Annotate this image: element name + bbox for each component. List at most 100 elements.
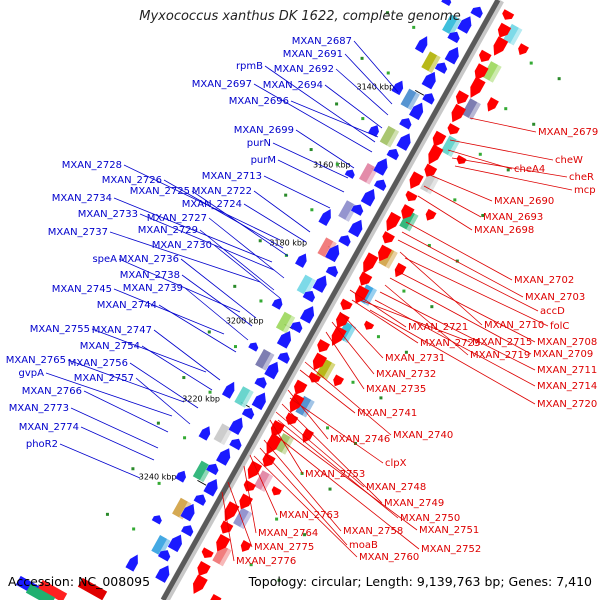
reverse-gene-arrow bbox=[181, 525, 194, 537]
forward-gene-label[interactable]: MXAN_2732 bbox=[376, 369, 436, 380]
reverse-gene-label[interactable]: MXAN_2728 bbox=[62, 160, 122, 171]
reverse-gene-label[interactable]: MXAN_2738 bbox=[120, 270, 180, 281]
reverse-gene-label[interactable]: MXAN_2692 bbox=[274, 64, 334, 75]
forward-gene-label[interactable]: MXAN_2702 bbox=[514, 275, 574, 286]
gene-label-leader bbox=[221, 491, 235, 562]
forward-gene-label[interactable]: accD bbox=[540, 306, 565, 317]
reverse-gene-label[interactable]: speA bbox=[92, 254, 117, 265]
reverse-gene-label[interactable]: MXAN_2727 bbox=[147, 213, 207, 224]
forward-gene-label[interactable]: MXAN_2709 bbox=[533, 349, 593, 360]
gene-label-leader bbox=[263, 175, 331, 209]
forward-gene-label[interactable]: MXAN_2698 bbox=[474, 225, 534, 236]
forward-gene-label[interactable]: MXAN_2723 bbox=[420, 338, 480, 349]
forward-gene-label[interactable]: MXAN_2703 bbox=[525, 292, 585, 303]
feature-marker bbox=[309, 148, 313, 152]
reverse-gene-label[interactable]: MXAN_2713 bbox=[202, 171, 262, 182]
forward-gene-label[interactable]: MXAN_2715 bbox=[472, 337, 532, 348]
feature-marker bbox=[326, 426, 330, 430]
reverse-gene-label[interactable]: MXAN_2747 bbox=[92, 325, 152, 336]
reverse-gene-label[interactable]: MXAN_2724 bbox=[182, 199, 242, 210]
reverse-gene-label[interactable]: MXAN_2730 bbox=[152, 240, 212, 251]
forward-gene-arrow bbox=[474, 63, 489, 80]
forward-gene-label[interactable]: MXAN_2710 bbox=[484, 320, 544, 331]
reverse-gene-arrow bbox=[399, 118, 412, 130]
reverse-gene-label[interactable]: MXAN_2694 bbox=[263, 80, 323, 91]
gene-label-leader bbox=[299, 369, 356, 414]
reverse-gene-label[interactable]: MXAN_2757 bbox=[74, 373, 134, 384]
reverse-gene-label[interactable]: MXAN_2755 bbox=[30, 324, 90, 335]
reverse-gene-label[interactable]: MXAN_2756 bbox=[68, 358, 128, 369]
forward-gene-label[interactable]: MXAN_2763 bbox=[279, 510, 339, 521]
reverse-gene-label[interactable]: MXAN_2734 bbox=[52, 193, 112, 204]
reverse-gene-label[interactable]: MXAN_2739 bbox=[123, 283, 183, 294]
forward-gene-label[interactable]: MXAN_2758 bbox=[343, 526, 403, 537]
forward-gene-label[interactable]: MXAN_2735 bbox=[366, 384, 426, 395]
forward-gene-label[interactable]: MXAN_2751 bbox=[419, 525, 479, 536]
forward-gene-label[interactable]: MXAN_2750 bbox=[400, 513, 460, 524]
reverse-gene-label[interactable]: purN bbox=[247, 138, 271, 149]
forward-gene-label[interactable]: MXAN_2693 bbox=[483, 212, 543, 223]
forward-gene-label[interactable]: MXAN_2760 bbox=[359, 552, 419, 563]
reverse-gene-label[interactable]: MXAN_2765 bbox=[6, 355, 66, 366]
forward-gene-label[interactable]: MXAN_2753 bbox=[305, 469, 365, 480]
forward-gene-label[interactable]: clpX bbox=[385, 458, 407, 469]
forward-gene-label[interactable]: MXAN_2721 bbox=[408, 322, 468, 333]
reverse-gene-label[interactable]: MXAN_2774 bbox=[19, 422, 79, 433]
forward-gene-label[interactable]: MXAN_2708 bbox=[537, 337, 597, 348]
gene-label-leader bbox=[264, 65, 376, 143]
reverse-gene-label[interactable]: MXAN_2733 bbox=[78, 209, 138, 220]
forward-gene-label[interactable]: MXAN_2679 bbox=[538, 127, 598, 138]
reverse-gene-label[interactable]: MXAN_2691 bbox=[283, 49, 343, 60]
reverse-gene-arrow bbox=[155, 565, 170, 583]
reverse-gene-arrow bbox=[409, 102, 424, 121]
reverse-gene-label[interactable]: MXAN_2737 bbox=[48, 227, 108, 238]
reverse-gene-label[interactable]: MXAN_2729 bbox=[138, 225, 198, 236]
forward-gene-label[interactable]: MXAN_2740 bbox=[393, 430, 453, 441]
reverse-gene-label[interactable]: phoR2 bbox=[26, 439, 58, 450]
gene-label-leader bbox=[109, 231, 261, 283]
forward-gene-label[interactable]: MXAN_2764 bbox=[258, 528, 318, 539]
forward-gene-label[interactable]: cheW bbox=[555, 155, 583, 166]
forward-gene-label[interactable]: MXAN_2741 bbox=[357, 408, 417, 419]
forward-gene-label[interactable]: MXAN_2748 bbox=[366, 482, 426, 493]
forward-gene-label[interactable]: folC bbox=[550, 321, 569, 332]
feature-marker bbox=[386, 11, 390, 15]
forward-gene-label[interactable]: MXAN_2690 bbox=[494, 196, 554, 207]
reverse-gene-label[interactable]: MXAN_2725 bbox=[130, 186, 190, 197]
reverse-gene-label[interactable]: MXAN_2745 bbox=[52, 284, 112, 295]
reverse-gene-label[interactable]: purM bbox=[251, 155, 276, 166]
reverse-gene-label[interactable]: rpmB bbox=[236, 61, 263, 72]
forward-gene-label[interactable]: MXAN_2752 bbox=[421, 544, 481, 555]
forward-gene-label[interactable]: moaB bbox=[349, 540, 378, 551]
forward-gene-label[interactable]: MXAN_2719 bbox=[470, 350, 530, 361]
reverse-gene-label[interactable]: MXAN_2687 bbox=[292, 36, 352, 47]
forward-gene-label[interactable]: MXAN_2714 bbox=[537, 381, 597, 392]
reverse-gene-label[interactable]: MXAN_2744 bbox=[97, 300, 157, 311]
forward-gene-label[interactable]: MXAN_2775 bbox=[254, 542, 314, 553]
forward-gene-label[interactable]: MXAN_2749 bbox=[384, 498, 444, 509]
genome-backbone bbox=[160, 0, 501, 600]
forward-gene-label[interactable]: cheR bbox=[569, 172, 594, 183]
reverse-gene-label[interactable]: MXAN_2773 bbox=[9, 403, 69, 414]
forward-gene-label[interactable]: MXAN_2711 bbox=[537, 365, 597, 376]
reverse-gene-label[interactable]: MXAN_2754 bbox=[80, 341, 140, 352]
reverse-gene-label[interactable]: MXAN_2696 bbox=[229, 96, 289, 107]
reverse-gene-label[interactable]: MXAN_2736 bbox=[119, 254, 179, 265]
forward-gene-arrow bbox=[428, 144, 444, 165]
gene-label-leader bbox=[153, 329, 221, 381]
forward-gene-label[interactable]: cheA4 bbox=[514, 164, 545, 175]
forward-gene-label[interactable]: mcp bbox=[574, 185, 596, 196]
forward-gene-arrow bbox=[333, 374, 345, 387]
reverse-gene-label[interactable]: MXAN_2699 bbox=[234, 125, 294, 136]
forward-gene-label[interactable]: MXAN_2720 bbox=[537, 399, 597, 410]
forward-gene-label[interactable]: MXAN_2776 bbox=[236, 556, 296, 567]
reverse-gene-arrow bbox=[248, 342, 259, 352]
reverse-gene-label[interactable]: MXAN_2726 bbox=[102, 175, 162, 186]
reverse-gene-label[interactable]: gvpA bbox=[19, 368, 45, 379]
reverse-gene-label[interactable]: MXAN_2722 bbox=[192, 186, 252, 197]
reverse-gene-label[interactable]: MXAN_2697 bbox=[192, 79, 252, 90]
forward-gene-label[interactable]: MXAN_2746 bbox=[330, 434, 390, 445]
forward-gene-label[interactable]: MXAN_2731 bbox=[385, 353, 445, 364]
reverse-gene-label[interactable]: MXAN_2766 bbox=[22, 386, 82, 397]
